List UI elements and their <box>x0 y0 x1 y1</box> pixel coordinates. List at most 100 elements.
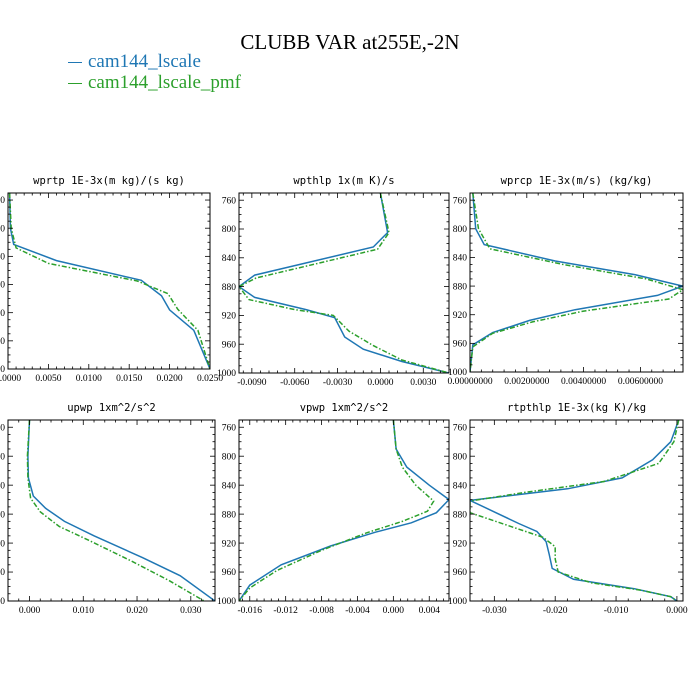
y-tick-label-4-3: 880 <box>222 510 237 520</box>
panel-title-5: rtpthlp 1E-3x(kg K)/kg <box>507 402 646 414</box>
legend-swatch-1 <box>68 82 82 85</box>
y-tick-label-0-3: 880 <box>0 281 5 291</box>
x-tick-label-5-2: -0.010 <box>604 606 629 616</box>
panel-frame-0 <box>7 192 211 370</box>
series-line-2-0 <box>470 193 683 372</box>
panel-title-2: wprcp 1E-3x(m/s) (kg/kg) <box>501 175 653 187</box>
y-tick-label-1-2: 840 <box>222 254 237 264</box>
y-tick-label-1-6: 1000 <box>217 369 236 379</box>
y-tick-label-4-1: 800 <box>222 452 237 462</box>
x-tick-label-4-2: -0.008 <box>309 606 334 616</box>
y-tick-label-2-4: 920 <box>453 311 468 321</box>
y-tick-label-3-4: 920 <box>0 539 5 549</box>
y-tick-label-3-2: 840 <box>0 481 5 491</box>
series-line-0-1 <box>8 193 210 369</box>
panel-frame-5 <box>469 419 684 602</box>
legend-item-1: cam144_lscale_pmf <box>68 72 241 94</box>
figure-title: CLUBB VAR at255E,-2N <box>240 30 460 54</box>
panel-title-1: wpthlp 1x(m K)/s <box>293 175 394 187</box>
legend-label-0: cam144_lscale <box>88 51 201 72</box>
x-tick-label-2-1: 0.00200000 <box>504 377 549 387</box>
x-tick-label-4-4: 0.000 <box>383 606 405 616</box>
x-tick-label-4-0: -0.016 <box>237 606 262 616</box>
x-tick-label-4-1: -0.012 <box>273 606 298 616</box>
x-tick-label-0-5: 0.0250 <box>197 374 223 384</box>
y-tick-label-4-4: 920 <box>222 539 237 549</box>
panel-frame-1 <box>238 192 450 374</box>
y-tick-label-4-5: 960 <box>222 568 237 578</box>
y-tick-label-4-2: 840 <box>222 481 237 491</box>
y-tick-label-5-1: 800 <box>453 452 468 462</box>
legend-swatch-0 <box>68 61 82 64</box>
series-line-1-0 <box>239 193 449 373</box>
x-tick-label-1-3: 0.0000 <box>367 378 393 388</box>
y-tick-label-0-2: 840 <box>0 253 5 263</box>
y-tick-label-5-4: 920 <box>453 539 468 549</box>
y-tick-label-3-3: 880 <box>0 510 5 520</box>
panel-0: wprtp 1E-3x(m kg)/(s kg) 760 800 840 880 920 9… <box>0 175 223 384</box>
x-tick-label-1-4: 0.0030 <box>410 378 436 388</box>
panel-5: rtpthlp 1E-3x(kg K)/kg 760 800 840 880 920 960… <box>448 402 688 616</box>
panel-3: upwp 1xm^2/s^2 760 800 840 880 920 960 1000 0.00… <box>0 402 216 616</box>
x-tick-label-4-5: 0.004 <box>419 606 441 616</box>
y-tick-label-5-2: 840 <box>453 481 468 491</box>
series-line-0-0 <box>8 193 210 369</box>
x-tick-label-2-0: 0.00000000 <box>447 377 492 387</box>
panel-4: vpwp 1xm^2/s^27608008408809209601000-0.0… <box>217 402 450 616</box>
series-line-4-1 <box>239 420 435 601</box>
series-line-5-1 <box>470 420 680 601</box>
y-tick-label-3-0: 760 <box>0 423 5 433</box>
y-tick-label-5-6: 1000 <box>448 597 467 607</box>
panel-title-4: vpwp 1xm^2/s^2 <box>300 402 389 414</box>
series-line-4-0 <box>239 420 449 601</box>
y-tick-label-1-3: 880 <box>222 283 237 293</box>
panel-title-0: wprtp 1E-3x(m kg)/(s kg) <box>33 175 185 187</box>
y-tick-label-1-1: 800 <box>222 225 237 235</box>
y-tick-label-1-4: 920 <box>222 312 237 322</box>
panel-frame-3 <box>7 419 216 602</box>
x-tick-label-4-3: -0.004 <box>345 606 370 616</box>
x-tick-label-3-1: 0.010 <box>73 606 95 616</box>
y-tick-label-5-5: 960 <box>453 568 468 578</box>
series-line-1-1 <box>239 193 449 373</box>
y-tick-label-0-1: 800 <box>0 224 5 234</box>
panel-frame-2 <box>469 192 684 373</box>
series-line-5-0 <box>470 420 680 601</box>
x-tick-label-0-0: 0.0000 <box>0 374 21 384</box>
panel-2: wprcp 1E-3x(m/s) (kg/kg) 760 800 840 880 920 9… <box>447 175 684 387</box>
x-tick-label-0-2: 0.0100 <box>76 374 102 384</box>
x-tick-label-3-2: 0.020 <box>126 606 148 616</box>
y-tick-label-2-6: 1000 <box>448 368 467 378</box>
y-tick-label-0-6: 1000 <box>0 365 5 375</box>
panel-1: wpthlp 1x(m K)/s7608008408809209601000-0… <box>217 175 450 388</box>
series-line-2-1 <box>470 193 683 372</box>
y-tick-label-4-0: 760 <box>222 423 237 433</box>
y-tick-label-2-0: 760 <box>453 196 468 206</box>
y-tick-label-0-4: 920 <box>0 309 5 319</box>
y-tick-label-2-2: 840 <box>453 254 468 264</box>
x-tick-label-0-1: 0.0050 <box>35 374 61 384</box>
legend-item-0: cam144_lscale <box>68 51 201 73</box>
y-tick-label-2-1: 800 <box>453 225 468 235</box>
legend-label-1: cam144_lscale_pmf <box>88 72 242 93</box>
y-tick-label-1-0: 760 <box>222 196 237 206</box>
x-tick-label-3-3: 0.030 <box>180 606 202 616</box>
x-tick-label-0-4: 0.0200 <box>157 374 183 384</box>
x-tick-label-5-1: -0.020 <box>543 606 568 616</box>
y-tick-label-0-0: 760 <box>0 196 5 206</box>
y-tick-label-5-0: 760 <box>453 423 468 433</box>
y-tick-label-4-6: 1000 <box>217 597 236 607</box>
y-tick-label-3-5: 960 <box>0 568 5 578</box>
x-tick-label-0-3: 0.0150 <box>116 374 142 384</box>
panel-frame-4 <box>238 419 450 602</box>
x-tick-label-1-1: -0.0060 <box>280 378 310 388</box>
series-line-3-0 <box>27 420 215 601</box>
y-tick-label-1-5: 960 <box>222 340 237 350</box>
x-tick-label-5-0: -0.030 <box>482 606 507 616</box>
x-tick-label-1-0: -0.0090 <box>237 378 267 388</box>
series-line-3-1 <box>26 420 205 601</box>
x-tick-label-5-3: 0.000 <box>666 606 688 616</box>
x-tick-label-2-2: 0.00400000 <box>561 377 606 387</box>
